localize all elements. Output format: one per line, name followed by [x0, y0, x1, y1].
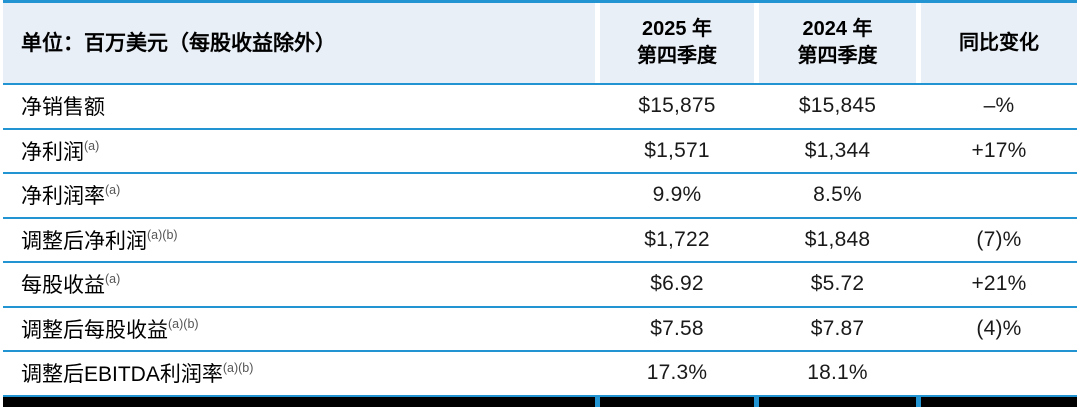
row-label: 调整后EBITDA利润率(a)(b): [3, 358, 595, 388]
value-yoy: (4)%: [976, 316, 1022, 340]
column-header-line: 2024 年: [802, 18, 873, 40]
bottom-bar-segment: [3, 396, 595, 407]
value-yoy: (7)%: [976, 227, 1022, 251]
unit-header-cell: 单位：百万美元（每股收益除外）: [3, 3, 595, 83]
table-row-adjusted-ebitda-margin: 调整后EBITDA利润率(a)(b) 17.3% 18.1%: [3, 352, 1077, 397]
column-header-line: 第四季度: [637, 45, 717, 67]
footnote-superscript: (a)(b): [222, 361, 254, 376]
value-q4-2024: 8.5%: [813, 183, 862, 207]
row-label-text: 净利润率: [21, 185, 105, 209]
table-top-rule: [3, 0, 1077, 3]
table-row-net-income: 净利润(a) $1,571 $1,344 +17%: [3, 129, 1077, 174]
column-header-line: 第四季度: [797, 45, 878, 67]
table-row-net-margin: 净利润率(a) 9.9% 8.5%: [3, 174, 1077, 219]
column-header-yoy-change: 同比变化: [921, 3, 1077, 83]
row-label-text: 调整后每股收益: [21, 318, 168, 342]
table-row-adjusted-eps: 调整后每股收益(a)(b) $7.58 $7.87 (4)%: [3, 307, 1077, 352]
bottom-bar-segment: [759, 396, 916, 407]
bottom-bar-segment: [600, 396, 754, 407]
value-q4-2025: $1,571: [644, 138, 710, 162]
table-row-net-sales: 净销售额 $15,875 $15,845 –%: [3, 85, 1077, 130]
value-q4-2024: $15,845: [798, 94, 877, 118]
row-label: 净销售额: [3, 91, 595, 121]
row-label: 净利润率(a): [3, 180, 595, 210]
table-header-row: 单位：百万美元（每股收益除外） 2025 年 第四季度 2024 年 第四季度 …: [3, 3, 1077, 85]
value-q4-2024: $1,344: [804, 138, 871, 162]
value-q4-2025: $6.92: [650, 272, 704, 296]
column-header-q4-2024: 2024 年 第四季度: [759, 3, 916, 83]
table-row-eps: 每股收益(a) $6.92 $5.72 +21%: [3, 263, 1077, 308]
value-yoy: +21%: [971, 272, 1027, 296]
footnote-superscript: (a): [105, 183, 121, 198]
value-yoy: +17%: [971, 138, 1027, 162]
column-header-line: 同比变化: [959, 31, 1039, 54]
row-label-text: 每股收益: [21, 274, 105, 298]
footnote-superscript: (a)(b): [168, 316, 199, 331]
value-q4-2025: $15,875: [638, 94, 716, 118]
column-header-line: 2025 年: [641, 18, 713, 40]
value-q4-2025: 9.9%: [652, 183, 702, 207]
value-q4-2025: $1,722: [644, 227, 710, 251]
value-q4-2025: $7.58: [650, 316, 704, 340]
row-label: 净利润(a): [3, 136, 595, 166]
table-row-adjusted-net-income: 调整后净利润(a)(b) $1,722 $1,848 (7)%: [3, 218, 1077, 263]
quarterly-results-table: 单位：百万美元（每股收益除外） 2025 年 第四季度 2024 年 第四季度 …: [3, 0, 1077, 407]
footnote-superscript: (a): [84, 138, 100, 153]
bottom-bar-segment: [921, 396, 1077, 407]
row-label-text: 调整后净利润: [21, 229, 147, 253]
value-q4-2025: 17.3%: [646, 361, 708, 385]
row-label: 调整后每股收益(a)(b): [3, 314, 595, 344]
footnote-superscript: (a): [105, 272, 121, 287]
value-q4-2024: $7.87: [810, 316, 865, 340]
value-q4-2024: $1,848: [804, 227, 871, 251]
row-label-text: 净销售额: [21, 96, 105, 120]
value-q4-2024: $5.72: [810, 272, 865, 296]
footnote-superscript: (a)(b): [147, 227, 178, 242]
row-label: 调整后净利润(a)(b): [3, 225, 595, 255]
value-yoy: –%: [983, 94, 1015, 118]
table-bottom-bar: [3, 396, 1077, 407]
row-label: 每股收益(a): [3, 269, 595, 299]
value-q4-2024: 18.1%: [807, 361, 868, 385]
column-header-q4-2025: 2025 年 第四季度: [600, 3, 754, 83]
row-label-text: 净利润: [21, 140, 84, 164]
row-label-text: 调整后EBITDA利润率: [21, 363, 223, 387]
